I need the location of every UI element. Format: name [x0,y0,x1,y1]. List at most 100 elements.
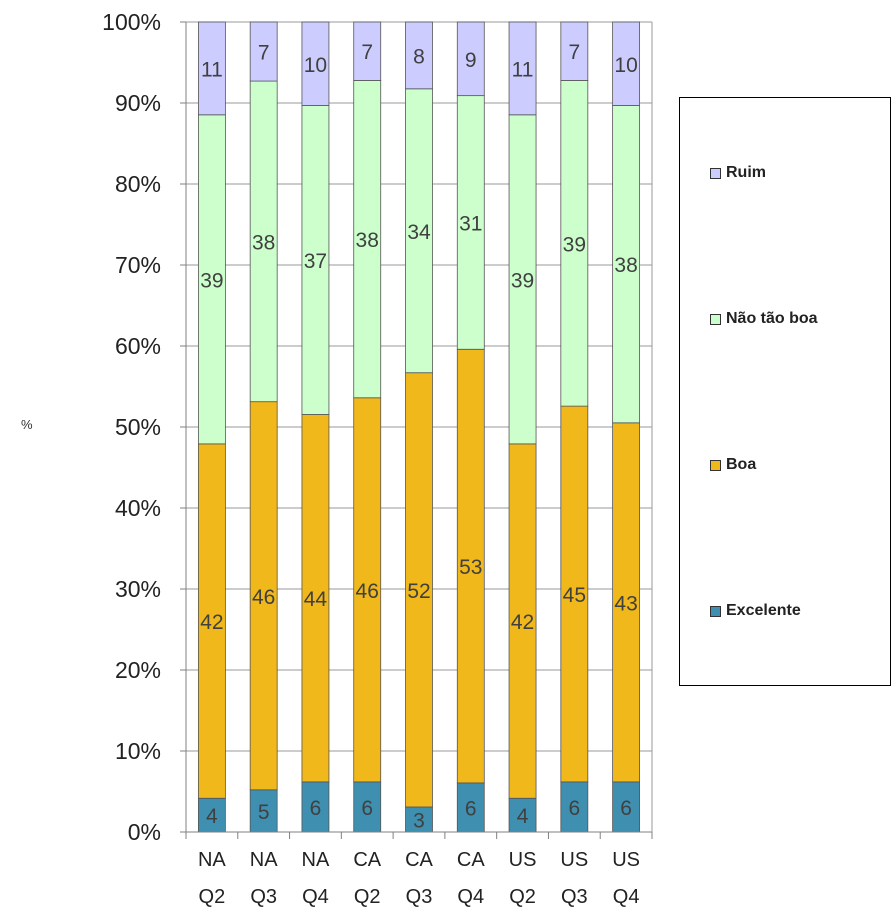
bar-segment-excelente [456,782,485,833]
data-label-ruim: 9 [465,49,477,72]
bar-segment-excelente [508,797,537,833]
data-label-boa: 42 [511,611,534,634]
data-label-excelente: 4 [206,805,218,828]
bar-segment-boa [197,443,226,799]
bar-segment-nao-tao-boa [197,114,226,445]
bar-segment-ruim [560,21,589,81]
x-tick-label: Q4 [457,886,484,908]
x-tick-label: US [560,849,588,871]
y-tick-label: 60% [115,333,161,359]
y-tick-label: 10% [115,738,161,764]
data-label-ruim: 11 [201,58,223,81]
bar-segment-nao-tao-boa [612,105,641,424]
data-label-nao-tao-boa: 37 [304,250,327,273]
y-tick-labels: 0% 10% 20% 30% 40% 50% 60% 70% 80% 90% 100% [102,9,161,845]
legend-swatch-ruim [710,167,721,179]
bar-segment-boa [249,401,278,791]
data-label-ruim: 7 [258,42,270,65]
bar-segment-nao-tao-boa [456,95,485,350]
bar-segment-boa [353,397,382,783]
legend-swatch-boa [710,459,721,471]
x-tick-label: Q2 [354,886,381,908]
data-label-excelente: 3 [413,809,425,832]
x-tick-label: CA [405,849,433,871]
x-tick-label: Q2 [199,886,226,908]
data-label-nao-tao-boa: 38 [356,229,379,252]
bar-segment-boa [560,405,589,783]
bar-segment-ruim [508,21,537,116]
x-tick-label: NA [302,849,330,871]
data-labels: 4423911546387644371064638735234865331944… [200,41,638,832]
y-tick-label: 80% [115,171,161,197]
x-tick-label: CA [457,849,485,871]
bar-segment-boa [612,422,641,783]
legend-label-boa: Boa [726,456,757,473]
data-label-nao-tao-boa: 34 [407,221,431,244]
bar-segment-ruim [249,21,278,82]
legend-item-nao-tao-boa: Não tão boa [710,310,818,328]
x-tick-labels: NA Q2 NA Q3 NA Q4 CA Q2 CA Q3 CA Q4 US Q2 US Q3 US Q4 [198,849,640,908]
x-tick-label: US [612,849,640,871]
data-label-boa: 44 [304,588,328,611]
axes [185,22,653,839]
data-label-boa: 46 [252,586,275,609]
bar-segment-nao-tao-boa [301,105,330,415]
bar-segment-excelente [249,789,278,833]
data-label-ruim: 11 [512,58,534,81]
x-tick-label: US [509,849,537,871]
bar-segment-excelente [197,797,226,833]
data-label-ruim: 10 [614,54,637,77]
y-tick-label: 30% [115,576,161,602]
x-tick-label: Q3 [561,886,588,908]
bar-segment-boa [301,414,330,783]
data-label-nao-tao-boa: 39 [200,269,223,292]
data-label-ruim: 7 [568,41,580,64]
bar-segment-boa [456,348,485,784]
bar-segment-ruim [456,21,485,97]
x-tick-label: NA [250,849,278,871]
bar-segment-nao-tao-boa [249,80,278,403]
legend-swatch-excelente [710,605,721,617]
bar-segment-nao-tao-boa [508,114,537,445]
x-tick-label: Q3 [406,886,433,908]
data-label-boa: 52 [407,580,430,603]
data-label-excelente: 6 [465,797,477,820]
bar-segment-excelente [301,781,330,833]
y-tick-label: 50% [115,414,161,440]
x-tick-label: NA [198,849,226,871]
bar-segment-ruim [301,21,330,106]
y-axis-label: % [21,417,33,432]
legend-item-boa: Boa [710,456,756,474]
y-tick-label: 0% [128,819,161,845]
data-label-boa: 45 [563,584,586,607]
legend-label-excelente: Excelente [726,602,801,619]
data-label-excelente: 6 [568,797,580,820]
bar-segment-boa [508,443,537,799]
data-label-boa: 53 [459,556,482,579]
y-tick-label: 70% [115,252,161,278]
bar-segment-boa [405,372,433,808]
x-tick-label: Q3 [250,886,277,908]
legend-swatch-nao-tao-boa [710,313,721,325]
data-label-boa: 46 [356,580,379,603]
data-label-excelente: 6 [361,797,373,820]
data-label-nao-tao-boa: 39 [511,269,534,292]
data-label-excelente: 5 [258,801,270,824]
bar-segment-nao-tao-boa [353,80,382,399]
bar-segment-ruim [612,21,641,106]
data-label-ruim: 8 [413,45,425,68]
y-tick-label: 20% [115,657,161,683]
legend-label-nao-tao-boa: Não tão boa [726,310,818,327]
data-label-ruim: 10 [304,54,327,77]
data-label-excelente: 4 [517,805,529,828]
bar-segment-ruim [197,21,226,116]
y-tick-label: 90% [115,90,161,116]
x-tick-label: Q4 [302,886,329,908]
bar-segment-excelente [353,781,382,833]
bars [197,21,641,833]
legend-item-excelente: Excelente [710,602,801,620]
data-label-ruim: 7 [361,41,373,64]
data-label-nao-tao-boa: 38 [614,254,637,277]
legend-item-ruim: Ruim [710,164,766,182]
